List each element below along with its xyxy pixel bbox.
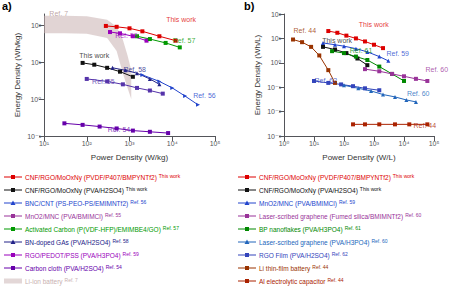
- svg-text:10¹: 10¹: [271, 35, 282, 42]
- svg-text:Ref. 56: Ref. 56: [130, 199, 146, 205]
- svg-text:10²: 10²: [82, 140, 93, 147]
- svg-text:Ref. 58: Ref. 58: [123, 66, 146, 73]
- svg-text:Energy Density (Wh/L): Energy Density (Wh/L): [253, 34, 262, 115]
- svg-text:Ref. 59: Ref. 59: [386, 50, 409, 57]
- svg-text:Ref. 57: Ref. 57: [173, 37, 196, 44]
- svg-text:10⁵: 10⁵: [210, 140, 221, 147]
- svg-text:Ref. 56: Ref. 56: [193, 92, 216, 99]
- svg-text:Ref. 59: Ref. 59: [123, 251, 139, 257]
- svg-text:10²: 10²: [339, 140, 350, 147]
- svg-text:CNF/RGO/MoOxNy (PVA/H2SO4): CNF/RGO/MoOxNy (PVA/H2SO4): [25, 187, 124, 195]
- svg-text:This work: This work: [126, 186, 148, 192]
- svg-text:BN-doped GAs (PVA/H2SO4): BN-doped GAs (PVA/H2SO4): [25, 239, 111, 247]
- svg-text:a): a): [2, 0, 12, 12]
- svg-text:This work: This work: [159, 173, 181, 179]
- svg-text:This work: This work: [322, 37, 352, 44]
- svg-text:Li-ion battery: Li-ion battery: [25, 278, 63, 286]
- svg-text:Ref. 44: Ref. 44: [294, 27, 317, 34]
- svg-text:10³: 10³: [124, 140, 135, 147]
- svg-text:Ref. 44: Ref. 44: [414, 122, 437, 129]
- svg-text:10⁴: 10⁴: [167, 140, 178, 147]
- svg-text:BP nanoflakes (PVA/H3PO4): BP nanoflakes (PVA/H3PO4): [259, 226, 343, 234]
- svg-text:RGO Film (PVA/H2SO4): RGO Film (PVA/H2SO4): [259, 252, 330, 260]
- svg-text:Ref. 60: Ref. 60: [371, 238, 387, 244]
- svg-text:Li thin-film battery: Li thin-film battery: [259, 265, 311, 273]
- svg-text:Al electrolytic capacitor: Al electrolytic capacitor: [259, 278, 326, 286]
- svg-text:10⁰: 10⁰: [270, 59, 281, 66]
- svg-text:This work: This work: [393, 173, 415, 179]
- svg-text:10⁰: 10⁰: [279, 140, 290, 147]
- svg-text:10²: 10²: [271, 11, 282, 18]
- svg-text:RGO/PEDOT/PSS (PVA/H3PO4): RGO/PEDOT/PSS (PVA/H3PO4): [25, 252, 121, 260]
- svg-text:Energy Density (Wh/kg): Energy Density (Wh/kg): [13, 32, 22, 117]
- svg-text:This work: This work: [79, 52, 109, 59]
- svg-text:Ref. 54: Ref. 54: [106, 264, 122, 270]
- svg-text:10⁴: 10⁴: [399, 140, 410, 147]
- svg-text:CNF/RGO/MoOxNy (PVDF/P407/BMPY: CNF/RGO/MoOxNy (PVDF/P407/BMPYNTf2): [259, 174, 391, 182]
- svg-text:Ref. 59: Ref. 59: [339, 199, 355, 205]
- svg-text:10⁻¹: 10⁻¹: [267, 84, 281, 91]
- svg-text:Ref. 7: Ref. 7: [49, 10, 68, 17]
- svg-text:Ref. 44: Ref. 44: [327, 277, 343, 283]
- svg-text:Ref. 55: Ref. 55: [105, 212, 121, 218]
- svg-text:Laser-scribed graphene (Fumed: Laser-scribed graphene (Fumed silica/BMI…: [259, 213, 403, 221]
- svg-text:Laser-scribed graphene (PVA/H3: Laser-scribed graphene (PVA/H3PO4): [259, 239, 369, 247]
- svg-text:Ref. 61: Ref. 61: [345, 225, 361, 231]
- svg-text:10⁰: 10⁰: [30, 96, 41, 103]
- svg-text:10⁻²: 10⁻²: [267, 108, 281, 115]
- svg-text:Ref. 60: Ref. 60: [425, 66, 448, 73]
- svg-text:Ref. 62: Ref. 62: [332, 251, 348, 257]
- svg-text:Ref. 59: Ref. 59: [115, 32, 138, 39]
- svg-text:Activated Carbon (P(VDF-HFP)/E: Activated Carbon (P(VDF-HFP)/EMIMBE4/GO): [25, 226, 161, 234]
- svg-text:CNF/RGO/MoOxNy (PVA/H2SO4): CNF/RGO/MoOxNy (PVA/H2SO4): [259, 187, 358, 195]
- svg-text:10¹: 10¹: [309, 140, 320, 147]
- svg-text:Ref. 58: Ref. 58: [112, 238, 128, 244]
- svg-text:Power Density (W/kg): Power Density (W/kg): [91, 153, 169, 162]
- svg-text:MnO2/MNC (PVA/BMIMCl): MnO2/MNC (PVA/BMIMCl): [259, 200, 337, 208]
- svg-text:MnO2/MNC (PVA/BMIMCl): MnO2/MNC (PVA/BMIMCl): [25, 213, 103, 221]
- svg-text:This work: This work: [166, 16, 196, 23]
- svg-text:b): b): [244, 0, 255, 12]
- svg-text:Ref. 62: Ref. 62: [315, 77, 338, 84]
- svg-text:Ref. 60: Ref. 60: [405, 212, 421, 218]
- svg-text:10¹: 10¹: [39, 140, 50, 147]
- svg-text:This work: This work: [359, 21, 389, 28]
- svg-text:10²: 10²: [31, 22, 42, 29]
- svg-text:BNC/CNT (PS-PEO-PS/EMIMNTf2): BNC/CNT (PS-PEO-PS/EMIMNTf2): [25, 200, 128, 208]
- svg-text:10¹: 10¹: [31, 59, 42, 66]
- svg-text:10⁻³: 10⁻³: [267, 133, 281, 140]
- svg-text:Ref. 57: Ref. 57: [163, 225, 179, 231]
- svg-text:Ref. 61: Ref. 61: [350, 47, 373, 54]
- svg-text:Power Density (W/L): Power Density (W/L): [322, 153, 396, 162]
- svg-text:Ref. 7: Ref. 7: [65, 277, 79, 283]
- svg-text:Ref. 60: Ref. 60: [407, 90, 430, 97]
- svg-text:CNF/RGO/MoOxNy (PVDF/P407/BMPY: CNF/RGO/MoOxNy (PVDF/P407/BMPYNTf2): [25, 174, 157, 182]
- svg-text:Carbon cloth (PVA/H2SO4): Carbon cloth (PVA/H2SO4): [25, 265, 104, 273]
- svg-text:10⁻¹: 10⁻¹: [27, 133, 41, 140]
- svg-text:This work: This work: [360, 186, 382, 192]
- svg-text:10³: 10³: [369, 140, 380, 147]
- svg-text:Ref. 55: Ref. 55: [92, 78, 115, 85]
- svg-text:10⁵: 10⁵: [429, 140, 440, 147]
- svg-text:Ref. 54: Ref. 54: [108, 126, 131, 133]
- svg-text:Ref. 44: Ref. 44: [312, 264, 328, 270]
